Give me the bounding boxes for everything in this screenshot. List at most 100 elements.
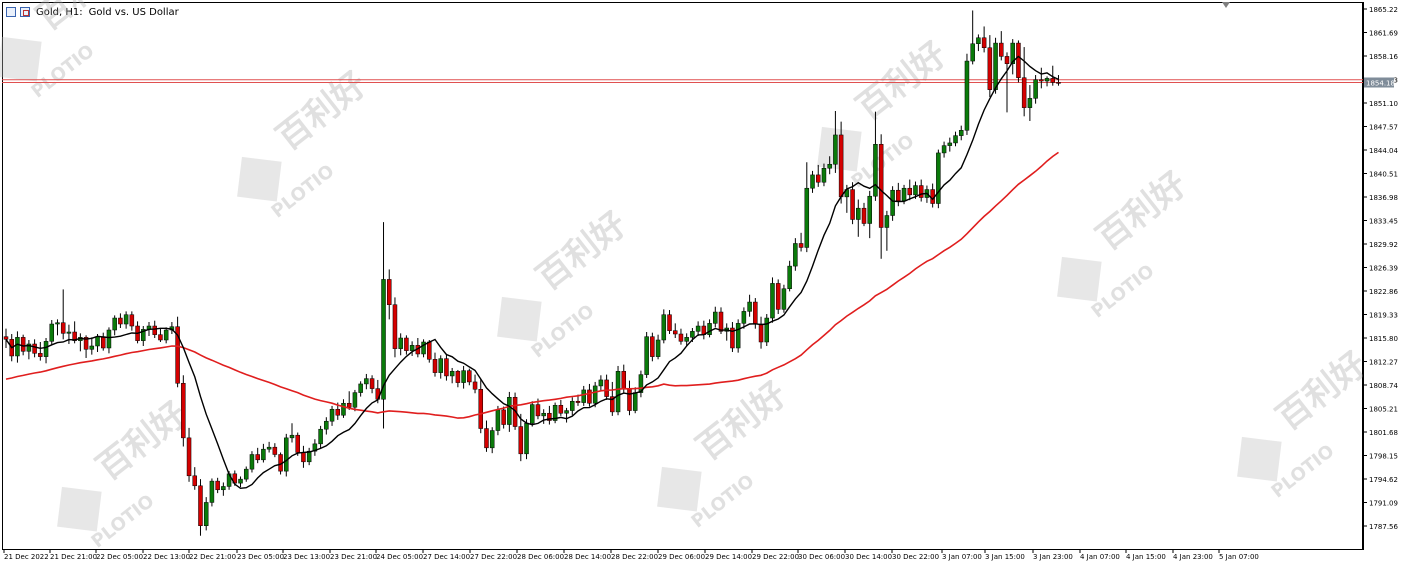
candle-body xyxy=(615,371,621,413)
x-tick-label: 3 Jan 23:00 xyxy=(1033,553,1073,561)
chart-pane[interactable] xyxy=(2,2,1363,550)
candle-body xyxy=(141,329,146,341)
candle-body xyxy=(804,187,810,248)
candle-body xyxy=(118,317,123,325)
watermark-logo-icon xyxy=(657,466,702,512)
chart-mode-icon xyxy=(20,7,30,17)
x-tick-label: 21 Dec 21:00 xyxy=(50,553,97,561)
candle-body xyxy=(129,314,135,327)
candle-body xyxy=(318,428,323,445)
candle-body xyxy=(329,408,335,422)
candle-body xyxy=(444,358,449,377)
candle-body xyxy=(461,370,466,383)
candle-body xyxy=(100,336,106,349)
candle-body xyxy=(198,485,203,526)
watermark-text: 百利好 xyxy=(689,374,794,468)
candle-body xyxy=(678,333,684,342)
candle-body xyxy=(787,265,792,289)
candle-body xyxy=(764,317,770,343)
candle-body xyxy=(976,37,981,45)
y-tick-label: 1840.51 xyxy=(1369,171,1398,179)
candle-body xyxy=(427,341,432,360)
candle-body xyxy=(575,400,581,403)
candle-body xyxy=(850,189,855,220)
candle-body xyxy=(547,412,552,421)
x-tick-label: 23 Dec 21:00 xyxy=(330,553,377,561)
candle-body xyxy=(707,323,712,335)
x-tick-label: 30 Dec 14:00 xyxy=(845,553,892,561)
x-tick-label: 4 Jan 07:00 xyxy=(1080,553,1120,561)
candle-body xyxy=(970,43,975,62)
candle-body xyxy=(878,144,884,228)
candle-body xyxy=(352,392,358,408)
candle-body xyxy=(186,437,192,477)
candle-body xyxy=(672,330,678,335)
candle-body xyxy=(158,334,163,341)
candle-body xyxy=(495,409,501,431)
y-tick-label: 1861.69 xyxy=(1369,30,1398,38)
candle-body xyxy=(438,358,443,373)
candle-body xyxy=(655,339,661,357)
candle-body xyxy=(730,327,735,349)
candle-body xyxy=(455,371,461,383)
watermark-logo-icon xyxy=(0,36,42,82)
candle-body xyxy=(856,207,861,220)
y-tick-label: 1798.15 xyxy=(1369,453,1398,461)
candle-body xyxy=(541,412,546,417)
candle-body xyxy=(467,370,472,383)
candle-body xyxy=(209,480,215,503)
shift-marker-icon[interactable] xyxy=(1222,2,1230,8)
candle-body xyxy=(449,371,455,377)
candle-body xyxy=(369,378,375,389)
x-tick-label: 3 Jan 07:00 xyxy=(942,553,982,561)
x-tick-label: 4 Jan 23:00 xyxy=(1173,553,1213,561)
x-tick-label: 30 Dec 06:00 xyxy=(798,553,845,561)
price-axis-line xyxy=(1363,2,1364,550)
x-tick-label: 29 Dec 14:00 xyxy=(705,553,752,561)
candle-body xyxy=(432,359,438,373)
candle-body xyxy=(747,301,752,312)
candle-body xyxy=(295,434,300,453)
y-tick-label: 1844.04 xyxy=(1369,147,1398,155)
candle-body xyxy=(243,468,249,480)
candle-body xyxy=(261,448,266,461)
candle-body xyxy=(867,195,872,224)
candle-body xyxy=(381,279,386,400)
y-tick-label: 1833.45 xyxy=(1369,218,1398,226)
candle-body xyxy=(38,353,43,357)
candle-body xyxy=(238,478,243,484)
y-tick-label: 1829.92 xyxy=(1369,241,1398,249)
watermark-logo-icon xyxy=(497,296,542,342)
chart-header: Gold, H1: Gold vs. US Dollar xyxy=(6,5,179,19)
candle-body xyxy=(324,420,329,430)
candle-body xyxy=(255,454,260,461)
candle-body xyxy=(661,314,667,341)
candle-body xyxy=(1044,78,1050,82)
x-tick-label: 22 Dec 05:00 xyxy=(96,553,143,561)
candle-body xyxy=(535,404,541,417)
candle-body xyxy=(484,428,489,449)
watermark-text: 百利好 xyxy=(529,204,634,298)
candle-body xyxy=(936,152,941,204)
candle-body xyxy=(741,311,747,324)
candle-body xyxy=(341,402,346,416)
candle-body xyxy=(472,381,478,390)
candle-body xyxy=(781,288,787,310)
y-tick-label: 1858.16 xyxy=(1369,53,1398,61)
candle-body xyxy=(821,167,827,183)
candle-body xyxy=(398,337,403,349)
watermark-logo-icon xyxy=(57,486,102,532)
candle-body xyxy=(529,404,535,424)
watermark-text: 百利好 xyxy=(1269,344,1374,438)
candle-body xyxy=(392,304,398,349)
x-tick-label: 23 Dec 13:00 xyxy=(283,553,330,561)
candle-body xyxy=(1056,82,1061,84)
x-tick-label: 28 Dec 22:00 xyxy=(611,553,658,561)
candle-body xyxy=(1050,78,1056,83)
y-tick-label: 1794.62 xyxy=(1369,476,1398,484)
candle-body xyxy=(43,341,49,357)
